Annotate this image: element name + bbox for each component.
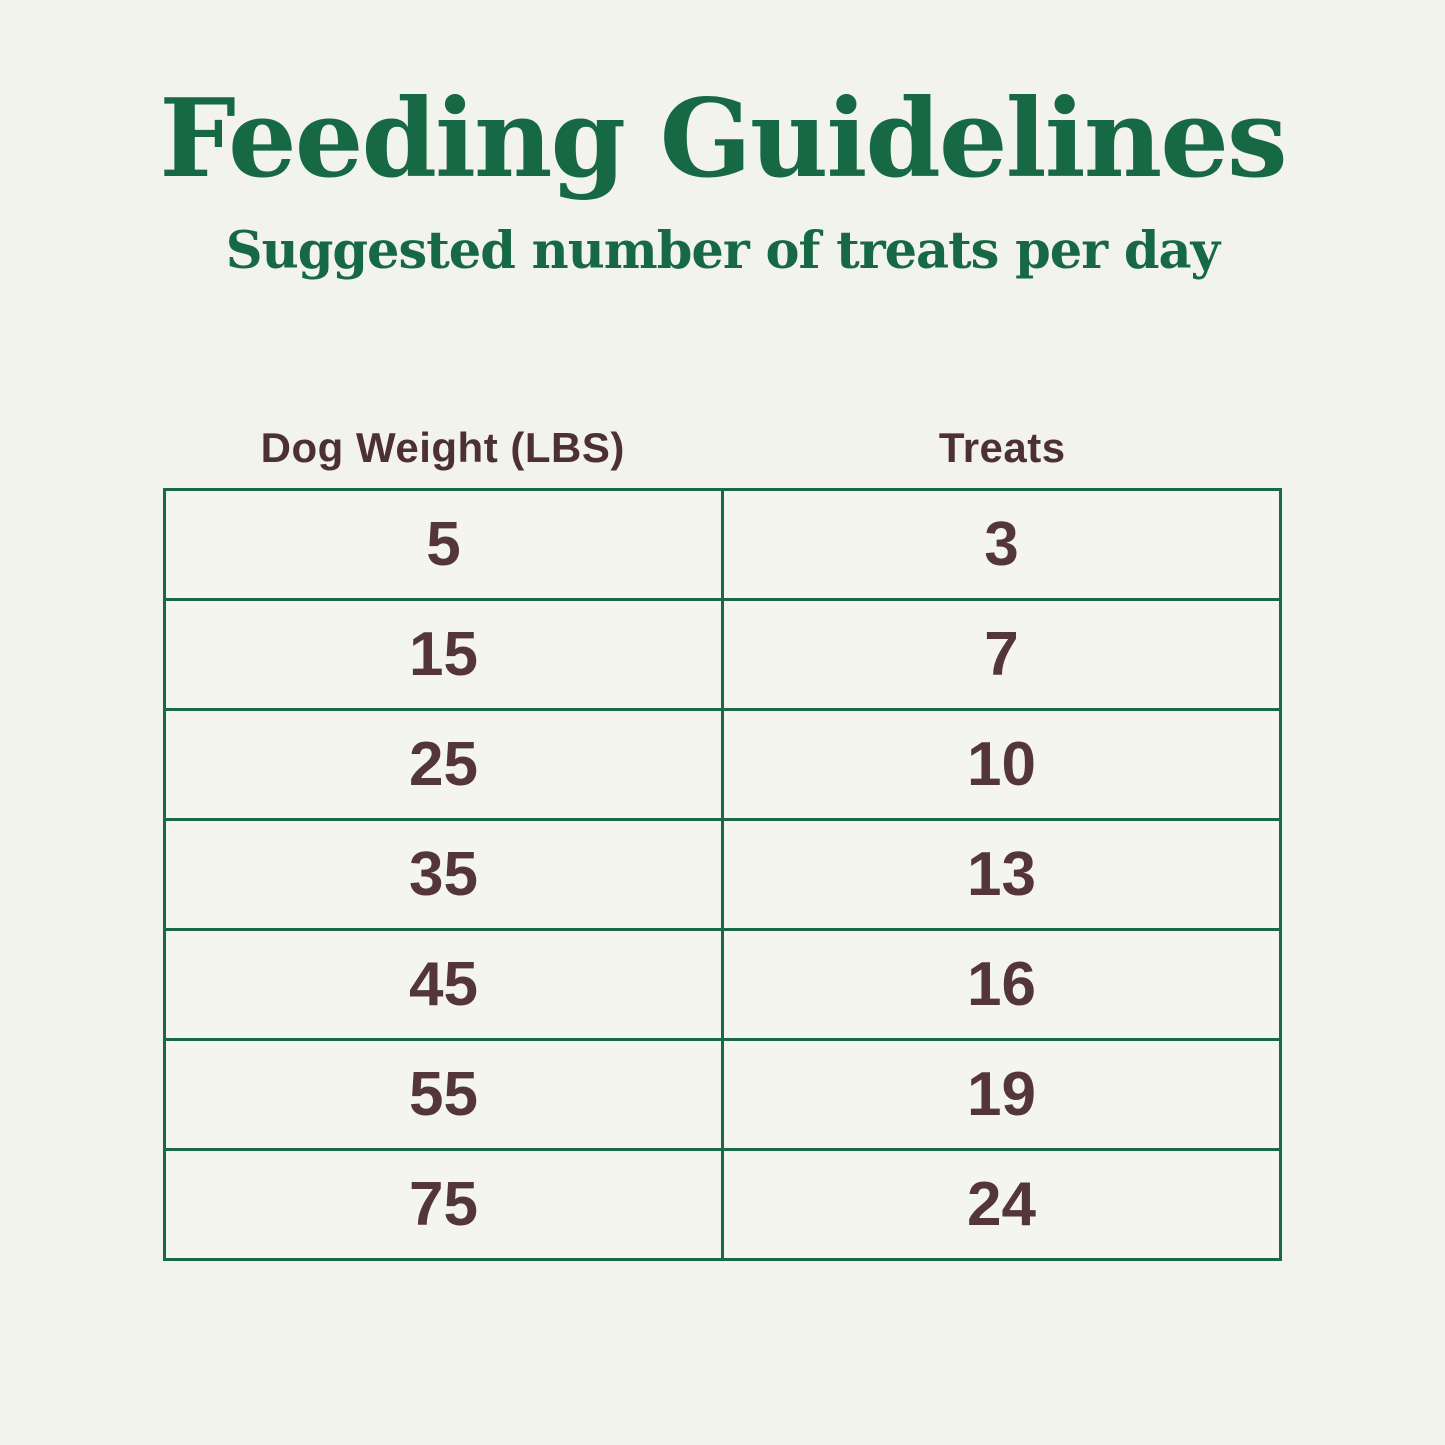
treats-cell: 19 [721,1038,1282,1152]
treats-cell: 3 [721,488,1282,602]
weight-cell: 25 [163,708,724,822]
treats-cell: 7 [721,598,1282,712]
weight-cell: 75 [163,1148,724,1262]
weight-cell: 35 [163,818,724,932]
page-subtitle: Suggested number of treats per day [225,221,1220,281]
column-headers: Dog Weight (LBS) Treats [163,424,1282,472]
weight-cell: 5 [163,488,724,602]
treats-cell: 24 [721,1148,1282,1262]
weight-cell: 55 [163,1038,724,1152]
feeding-guidelines-table: 5 3 15 7 25 10 35 13 45 16 [163,488,1282,1262]
table-row: 45 16 [163,928,1282,1042]
treats-cell: 13 [721,818,1282,932]
table-row: 5 3 [163,488,1282,602]
treats-cell: 16 [721,928,1282,1042]
table-row: 15 7 [163,598,1282,712]
page-title: Feeding Guidelines [159,76,1287,202]
table-row: 55 19 [163,1038,1282,1152]
guidelines-table-area: Dog Weight (LBS) Treats 5 3 15 7 25 10 3… [163,424,1282,1262]
table-row: 75 24 [163,1148,1282,1262]
treats-cell: 10 [721,708,1282,822]
table-row: 35 13 [163,818,1282,932]
column-header-treats: Treats [938,424,1066,472]
weight-cell: 45 [163,928,724,1042]
column-header-dog-weight: Dog Weight (LBS) [260,424,625,472]
table-row: 25 10 [163,708,1282,822]
weight-cell: 15 [163,598,724,712]
